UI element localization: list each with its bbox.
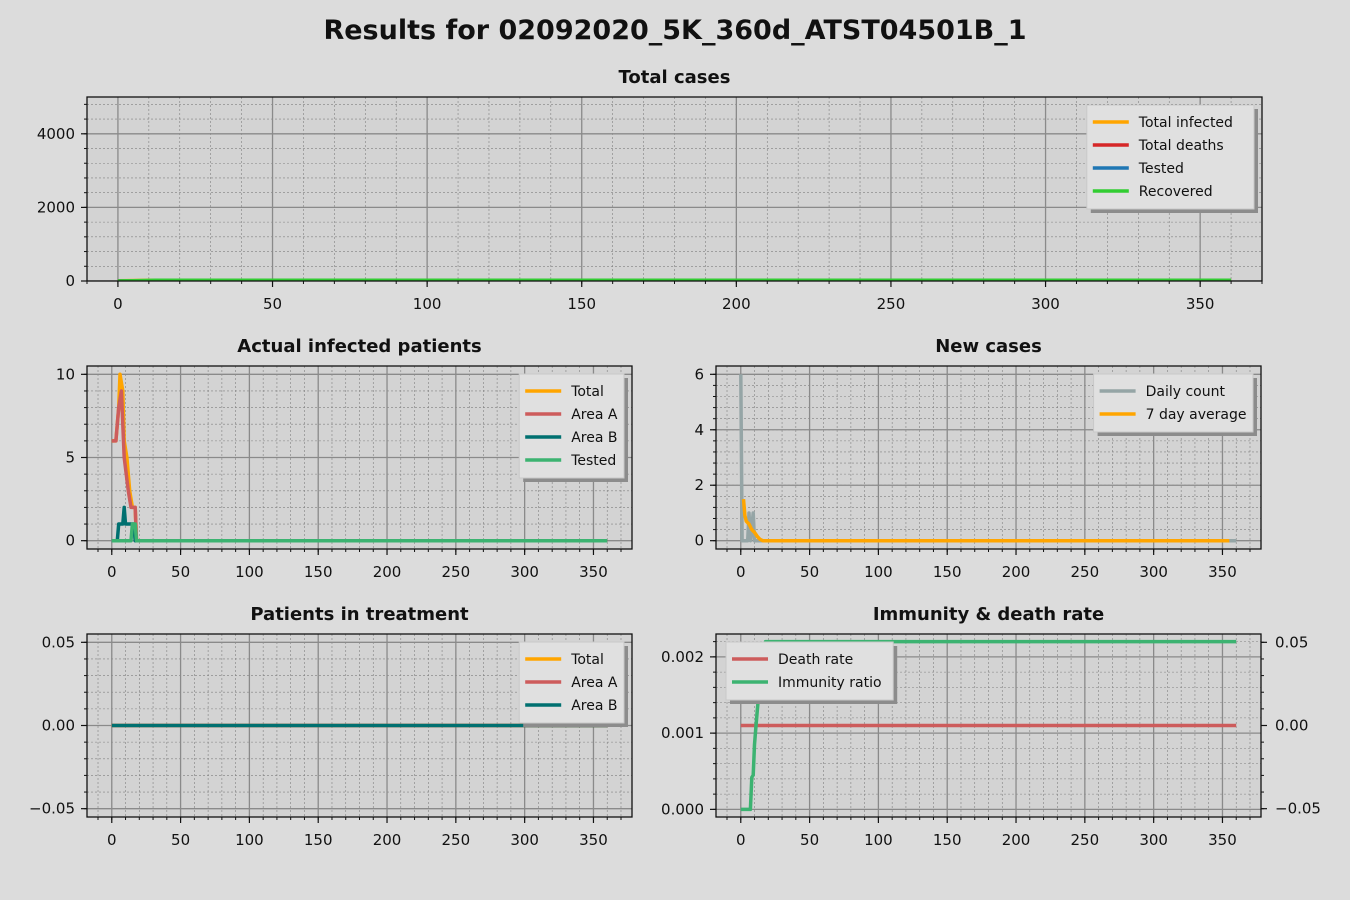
x-tick-label: 300 [1139,563,1168,581]
x-tick-label: 250 [1071,563,1100,581]
legend-label-area-b: Area B [571,698,617,714]
x-tick-label: 100 [413,295,442,313]
legend-label-death-rate: Death rate [778,652,853,668]
y-tick-label: 0.00 [42,717,75,735]
panel-newcases: 0 50 100 150 200 250 300 350 0 2 4 6 New cases Daily … [694,336,1262,581]
legend-label-total-infected: Total infected [1138,115,1233,131]
x-tick-label: 350 [579,831,608,849]
figure-title: Results for 02092020_5K_360d_ATST04501B_… [323,15,1026,46]
x-tick-label: 50 [171,831,190,849]
legend-label-recovered: Recovered [1139,184,1213,200]
y-right-tick-label: −0.05 [1275,800,1321,818]
x-tick-label: 300 [510,563,539,581]
x-tick-label: 150 [567,295,596,313]
y-tick-label: 0.002 [661,648,704,666]
legend-box [725,641,894,701]
x-tick-label: 100 [864,831,893,849]
y-tick-label: 0 [694,532,704,550]
x-tick-label: 150 [933,831,962,849]
y-tick-label: 0.05 [42,633,75,651]
legend-box [1093,373,1254,433]
y-tick-label: 6 [694,365,704,383]
legend-label-total-deaths: Total deaths [1138,138,1224,154]
x-tick-label: 150 [933,563,962,581]
x-tick-label: 0 [107,831,117,849]
y-tick-label: 0.000 [661,800,704,818]
x-tick-label: 150 [304,563,333,581]
y-tick-label: 10 [56,365,75,383]
panel-title: Immunity & death rate [873,604,1104,625]
x-tick-label: 100 [864,563,893,581]
y-tick-label: 0 [65,532,75,550]
x-tick-label: 250 [442,831,471,849]
panel-actual: 0 50 100 150 200 250 300 350 0 5 10 Actual infected… [56,336,633,581]
y-tick-label: 4000 [37,125,75,143]
legend-label-7-day-average: 7 day average [1146,407,1247,423]
x-tick-label: 250 [442,563,471,581]
x-tick-label: 300 [1031,295,1060,313]
legend: Total infected Total deaths Tested Recovere… [1086,104,1258,213]
y-tick-label: 5 [65,449,75,467]
y-tick-label: 2 [694,476,704,494]
x-tick-label: 150 [304,831,333,849]
x-tick-label: 0 [113,295,123,313]
x-tick-label: 100 [235,831,264,849]
legend-label-area-b: Area B [571,430,617,446]
y-tick-label: −0.05 [29,800,75,818]
x-tick-label: 100 [235,563,264,581]
x-tick-label: 350 [1186,295,1215,313]
x-tick-label: 0 [107,563,117,581]
legend-label-tested: Tested [570,453,616,469]
legend: Total Area A Area B [518,641,628,727]
legend-label-tested: Tested [1138,161,1184,177]
x-tick-label: 50 [800,831,819,849]
x-tick-label: 0 [736,831,746,849]
panel-title: New cases [935,336,1042,357]
x-tick-label: 50 [800,563,819,581]
legend-label-immunity-ratio: Immunity ratio [778,675,882,691]
x-tick-label: 350 [579,563,608,581]
legend: Death rate Immunity ratio [725,641,898,704]
y-tick-label: 2000 [37,198,75,216]
y-tick-label: 0 [65,272,75,290]
panel-total: 0 50 100 150 200 250 300 350 0 2000 4000 Total case… [37,67,1263,313]
legend-label-total: Total [570,384,604,400]
legend-label-area-a: Area A [571,407,618,423]
y-tick-label: 0.001 [661,724,704,742]
x-tick-label: 200 [373,563,402,581]
legend-label-area-a: Area A [571,675,618,691]
panel-treatment: 0 50 100 150 200 250 300 350 −0.05 0.00 0.05 Patien… [29,604,633,849]
x-tick-label: 200 [373,831,402,849]
x-tick-label: 350 [1208,831,1237,849]
x-tick-label: 200 [1002,831,1031,849]
y-right-tick-label: 0.05 [1275,633,1308,651]
y-right-tick-label: 0.00 [1275,717,1308,735]
series-tested [111,522,608,543]
x-tick-label: 200 [1002,563,1031,581]
panel-immunity: 0 50 100 150 200 250 300 350 0.000 0.001 0.002 −0.0… [661,604,1321,849]
x-tick-label: 250 [1071,831,1100,849]
x-tick-label: 300 [1139,831,1168,849]
legend-label-total: Total [570,652,604,668]
y-tick-label: 4 [694,421,704,439]
x-tick-label: 300 [510,831,539,849]
x-tick-label: 200 [722,295,751,313]
legend-label-daily-count: Daily count [1146,384,1226,400]
series-lines [111,372,608,543]
panel-title: Actual infected patients [237,336,481,357]
legend: Daily count 7 day average [1093,373,1257,436]
x-tick-label: 50 [171,563,190,581]
series-7-day-average [741,498,1230,543]
panel-title: Total cases [619,67,731,88]
panel-title: Patients in treatment [250,604,469,625]
legend: Total Area A Area B Tested [518,373,628,482]
x-tick-label: 0 [736,563,746,581]
x-tick-label: 250 [877,295,906,313]
x-tick-label: 50 [263,295,282,313]
series-lines [739,374,1237,543]
x-tick-label: 350 [1208,563,1237,581]
